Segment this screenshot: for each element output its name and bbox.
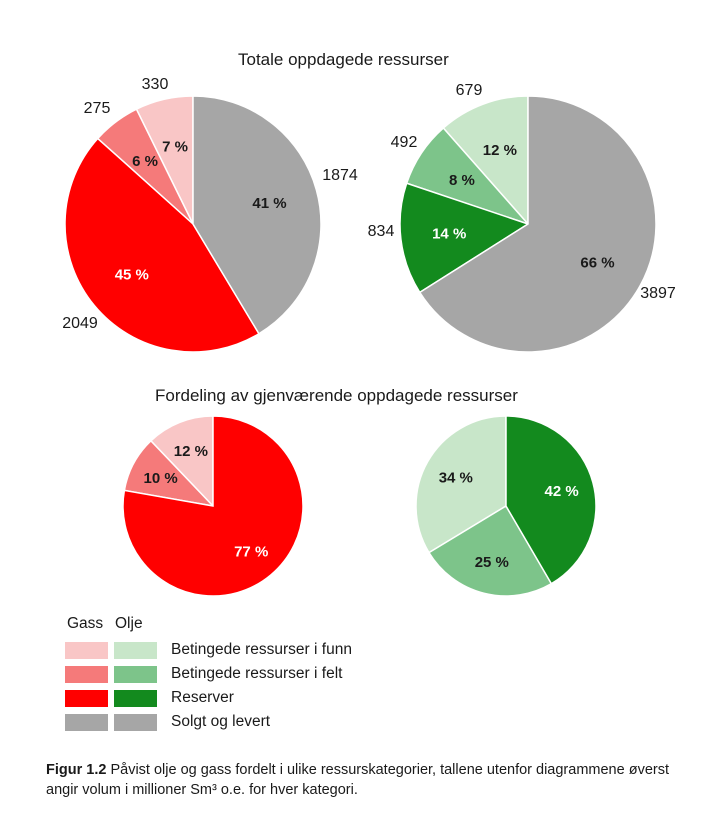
pie-volume-label-1-solgt: 1874 bbox=[322, 167, 358, 184]
legend-swatch-gass-solgt bbox=[65, 714, 108, 731]
pie-volume-label-1-felt: 275 bbox=[84, 100, 111, 117]
legend-swatch-olje-felt bbox=[114, 666, 157, 683]
pie-slice-3-funn bbox=[149, 415, 214, 508]
pie-percent-label-1-solgt: 41 % bbox=[252, 195, 286, 212]
pie-slice-1-reserver bbox=[64, 137, 260, 353]
pie-percent-label-2-funn: 12 % bbox=[483, 142, 517, 159]
pie-slice-1-solgt bbox=[192, 95, 322, 335]
legend-item: Solgt og levert bbox=[65, 713, 465, 732]
pie-percent-label-2-reserver: 14 % bbox=[432, 226, 466, 243]
legend-header-olje: Olje bbox=[115, 615, 143, 632]
legend-label-funn: Betingede ressurser i funn bbox=[171, 641, 352, 658]
pie-percent-label-2-solgt: 66 % bbox=[580, 254, 614, 271]
pie-charts-canvas: 7 % 330 6 % 275 45 % 2049 41 % 1874 12 % 679 8 % 49… bbox=[62, 76, 676, 597]
pie-volume-label-1-funn: 330 bbox=[142, 76, 169, 93]
pie-volume-label-2-felt: 492 bbox=[391, 134, 418, 151]
legend-swatch-olje-solgt bbox=[114, 714, 157, 731]
pie-percent-label-3-funn: 12 % bbox=[174, 443, 208, 460]
pie-slice-4-felt bbox=[427, 504, 553, 597]
legend-item: Betingede ressurser i felt bbox=[65, 665, 465, 684]
legend-header-gass: Gass bbox=[67, 615, 104, 632]
caption-text: Påvist olje og gass fordelt i ulike ress… bbox=[46, 762, 669, 798]
pie-percent-label-1-felt: 6 % bbox=[132, 153, 158, 170]
pie-slice-2-reserver bbox=[399, 182, 530, 294]
pie-volume-label-2-funn: 679 bbox=[456, 82, 483, 99]
pie-slice-4-reserver bbox=[505, 415, 597, 585]
legend-swatch-olje-funn bbox=[114, 642, 157, 659]
legend-swatch-gass-funn bbox=[65, 642, 108, 659]
pie-slice-4-funn bbox=[415, 415, 507, 554]
pie-percent-label-2-felt: 8 % bbox=[449, 172, 475, 189]
legend-swatch-gass-felt bbox=[65, 666, 108, 683]
pie-slice-2-funn bbox=[442, 95, 529, 226]
pie-percent-label-1-reserver: 45 % bbox=[115, 267, 149, 284]
pie-percent-label-3-reserver: 77 % bbox=[234, 544, 268, 561]
bottom-section-title: Fordeling av gjenværende oppdagede ressu… bbox=[155, 386, 518, 405]
pie-percent-label-3-felt: 10 % bbox=[143, 470, 177, 487]
pie-percent-label-4-felt: 25 % bbox=[475, 554, 509, 571]
legend-item: Reserver bbox=[65, 689, 465, 708]
legend-label-solgt: Solgt og levert bbox=[171, 713, 271, 730]
caption-label: Figur 1.2 bbox=[46, 762, 107, 778]
legend-label-reserver: Reserver bbox=[171, 689, 234, 706]
pie-percent-label-1-funn: 7 % bbox=[162, 139, 188, 156]
figure-caption: Figur 1.2 Påvist olje og gass fordelt i … bbox=[46, 760, 686, 800]
legend-swatch-gass-reserver bbox=[65, 690, 108, 707]
pie-slice-2-solgt bbox=[418, 95, 657, 353]
pie-volume-label-2-solgt: 3897 bbox=[640, 285, 676, 302]
pie-percent-label-4-reserver: 42 % bbox=[544, 483, 578, 500]
pie-slice-3-reserver bbox=[122, 415, 304, 597]
pie-percent-label-4-funn: 34 % bbox=[439, 470, 473, 487]
pie-volume-label-1-reserver: 2049 bbox=[62, 315, 98, 332]
pie-volume-label-2-reserver: 834 bbox=[368, 223, 395, 240]
top-section-title: Totale oppdagede ressurser bbox=[238, 50, 449, 69]
legend-label-felt: Betingede ressurser i felt bbox=[171, 665, 343, 682]
legend-swatch-olje-reserver bbox=[114, 690, 157, 707]
legend-item: Betingede ressurser i funn bbox=[65, 641, 465, 660]
